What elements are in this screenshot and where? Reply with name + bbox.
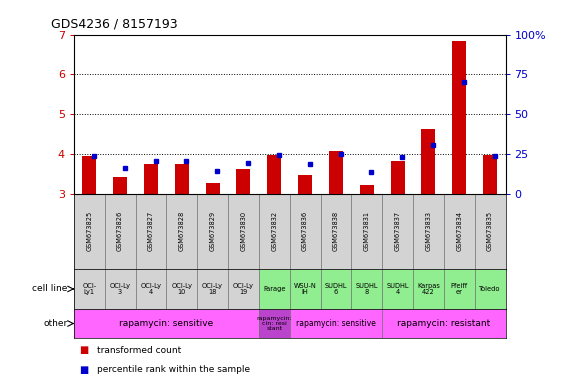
Text: rapamycin: sensitive: rapamycin: sensitive xyxy=(296,319,376,328)
Bar xyxy=(391,161,404,194)
Bar xyxy=(483,155,497,194)
Text: SUDHL
8: SUDHL 8 xyxy=(356,283,378,295)
Text: OCI-Ly
19: OCI-Ly 19 xyxy=(233,283,254,295)
Text: GSM673835: GSM673835 xyxy=(487,211,493,252)
Bar xyxy=(136,269,166,309)
Bar xyxy=(444,194,475,269)
Text: GSM673836: GSM673836 xyxy=(302,211,308,252)
Bar xyxy=(105,194,136,269)
Text: Toledo: Toledo xyxy=(479,286,501,292)
Text: OCI-
Ly1: OCI- Ly1 xyxy=(82,283,97,295)
Text: GSM673828: GSM673828 xyxy=(179,211,185,252)
Bar xyxy=(82,156,96,194)
Text: GSM673837: GSM673837 xyxy=(395,211,400,252)
Text: GSM673833: GSM673833 xyxy=(425,211,432,252)
Text: ■: ■ xyxy=(80,365,89,375)
Text: GSM673825: GSM673825 xyxy=(86,211,92,252)
Text: rapamycin:
cin: resi
stant: rapamycin: cin: resi stant xyxy=(256,316,292,331)
Bar xyxy=(320,194,352,269)
Bar xyxy=(74,194,105,269)
Text: SUDHL
4: SUDHL 4 xyxy=(386,283,409,295)
Bar xyxy=(475,194,506,269)
Bar xyxy=(298,175,312,194)
Bar xyxy=(290,194,320,269)
Bar xyxy=(268,155,281,194)
Text: OCI-Ly
18: OCI-Ly 18 xyxy=(202,283,223,295)
Text: Pfeiff
er: Pfeiff er xyxy=(450,283,468,295)
Text: GSM673829: GSM673829 xyxy=(210,211,216,252)
Bar xyxy=(197,269,228,309)
Bar xyxy=(413,194,444,269)
Bar xyxy=(74,269,105,309)
Bar xyxy=(452,41,466,194)
Text: Karpas
422: Karpas 422 xyxy=(417,283,440,295)
Bar xyxy=(352,269,382,309)
Bar xyxy=(175,164,189,194)
Bar xyxy=(290,269,320,309)
Text: rapamycin: sensitive: rapamycin: sensitive xyxy=(119,319,214,328)
Text: GSM673832: GSM673832 xyxy=(272,211,277,252)
Bar xyxy=(329,151,343,194)
Bar xyxy=(144,164,158,194)
Bar xyxy=(228,194,259,269)
Bar xyxy=(206,183,219,194)
Bar xyxy=(236,169,250,194)
Bar xyxy=(382,309,506,338)
Bar xyxy=(105,269,136,309)
Bar xyxy=(444,269,475,309)
Bar xyxy=(197,194,228,269)
Bar xyxy=(259,194,290,269)
Text: GSM673826: GSM673826 xyxy=(117,211,123,252)
Bar xyxy=(360,185,374,194)
Bar xyxy=(136,194,166,269)
Bar xyxy=(259,309,290,338)
Text: percentile rank within the sample: percentile rank within the sample xyxy=(97,365,250,374)
Text: other: other xyxy=(43,319,68,328)
Bar xyxy=(475,269,506,309)
Bar xyxy=(320,269,352,309)
Bar xyxy=(421,129,435,194)
Bar xyxy=(382,194,413,269)
Bar xyxy=(382,269,413,309)
Text: OCI-Ly
4: OCI-Ly 4 xyxy=(140,283,161,295)
Text: ■: ■ xyxy=(80,345,89,355)
Bar xyxy=(166,269,197,309)
Text: rapamycin: resistant: rapamycin: resistant xyxy=(397,319,491,328)
Text: cell line: cell line xyxy=(32,285,68,293)
Text: GSM673831: GSM673831 xyxy=(364,211,370,252)
Text: SUDHL
6: SUDHL 6 xyxy=(325,283,347,295)
Bar xyxy=(74,309,259,338)
Text: GSM673838: GSM673838 xyxy=(333,211,339,252)
Text: GSM673834: GSM673834 xyxy=(456,211,462,252)
Text: GDS4236 / 8157193: GDS4236 / 8157193 xyxy=(51,18,178,31)
Text: GSM673830: GSM673830 xyxy=(240,211,247,252)
Text: transformed count: transformed count xyxy=(97,346,181,355)
Bar xyxy=(259,269,290,309)
Bar xyxy=(290,309,382,338)
Text: GSM673827: GSM673827 xyxy=(148,211,154,252)
Bar xyxy=(228,269,259,309)
Text: OCI-Ly
10: OCI-Ly 10 xyxy=(172,283,192,295)
Text: Farage: Farage xyxy=(263,286,286,292)
Bar xyxy=(166,194,197,269)
Text: OCI-Ly
3: OCI-Ly 3 xyxy=(110,283,131,295)
Bar xyxy=(113,177,127,194)
Text: WSU-N
IH: WSU-N IH xyxy=(294,283,316,295)
Bar xyxy=(413,269,444,309)
Bar xyxy=(352,194,382,269)
